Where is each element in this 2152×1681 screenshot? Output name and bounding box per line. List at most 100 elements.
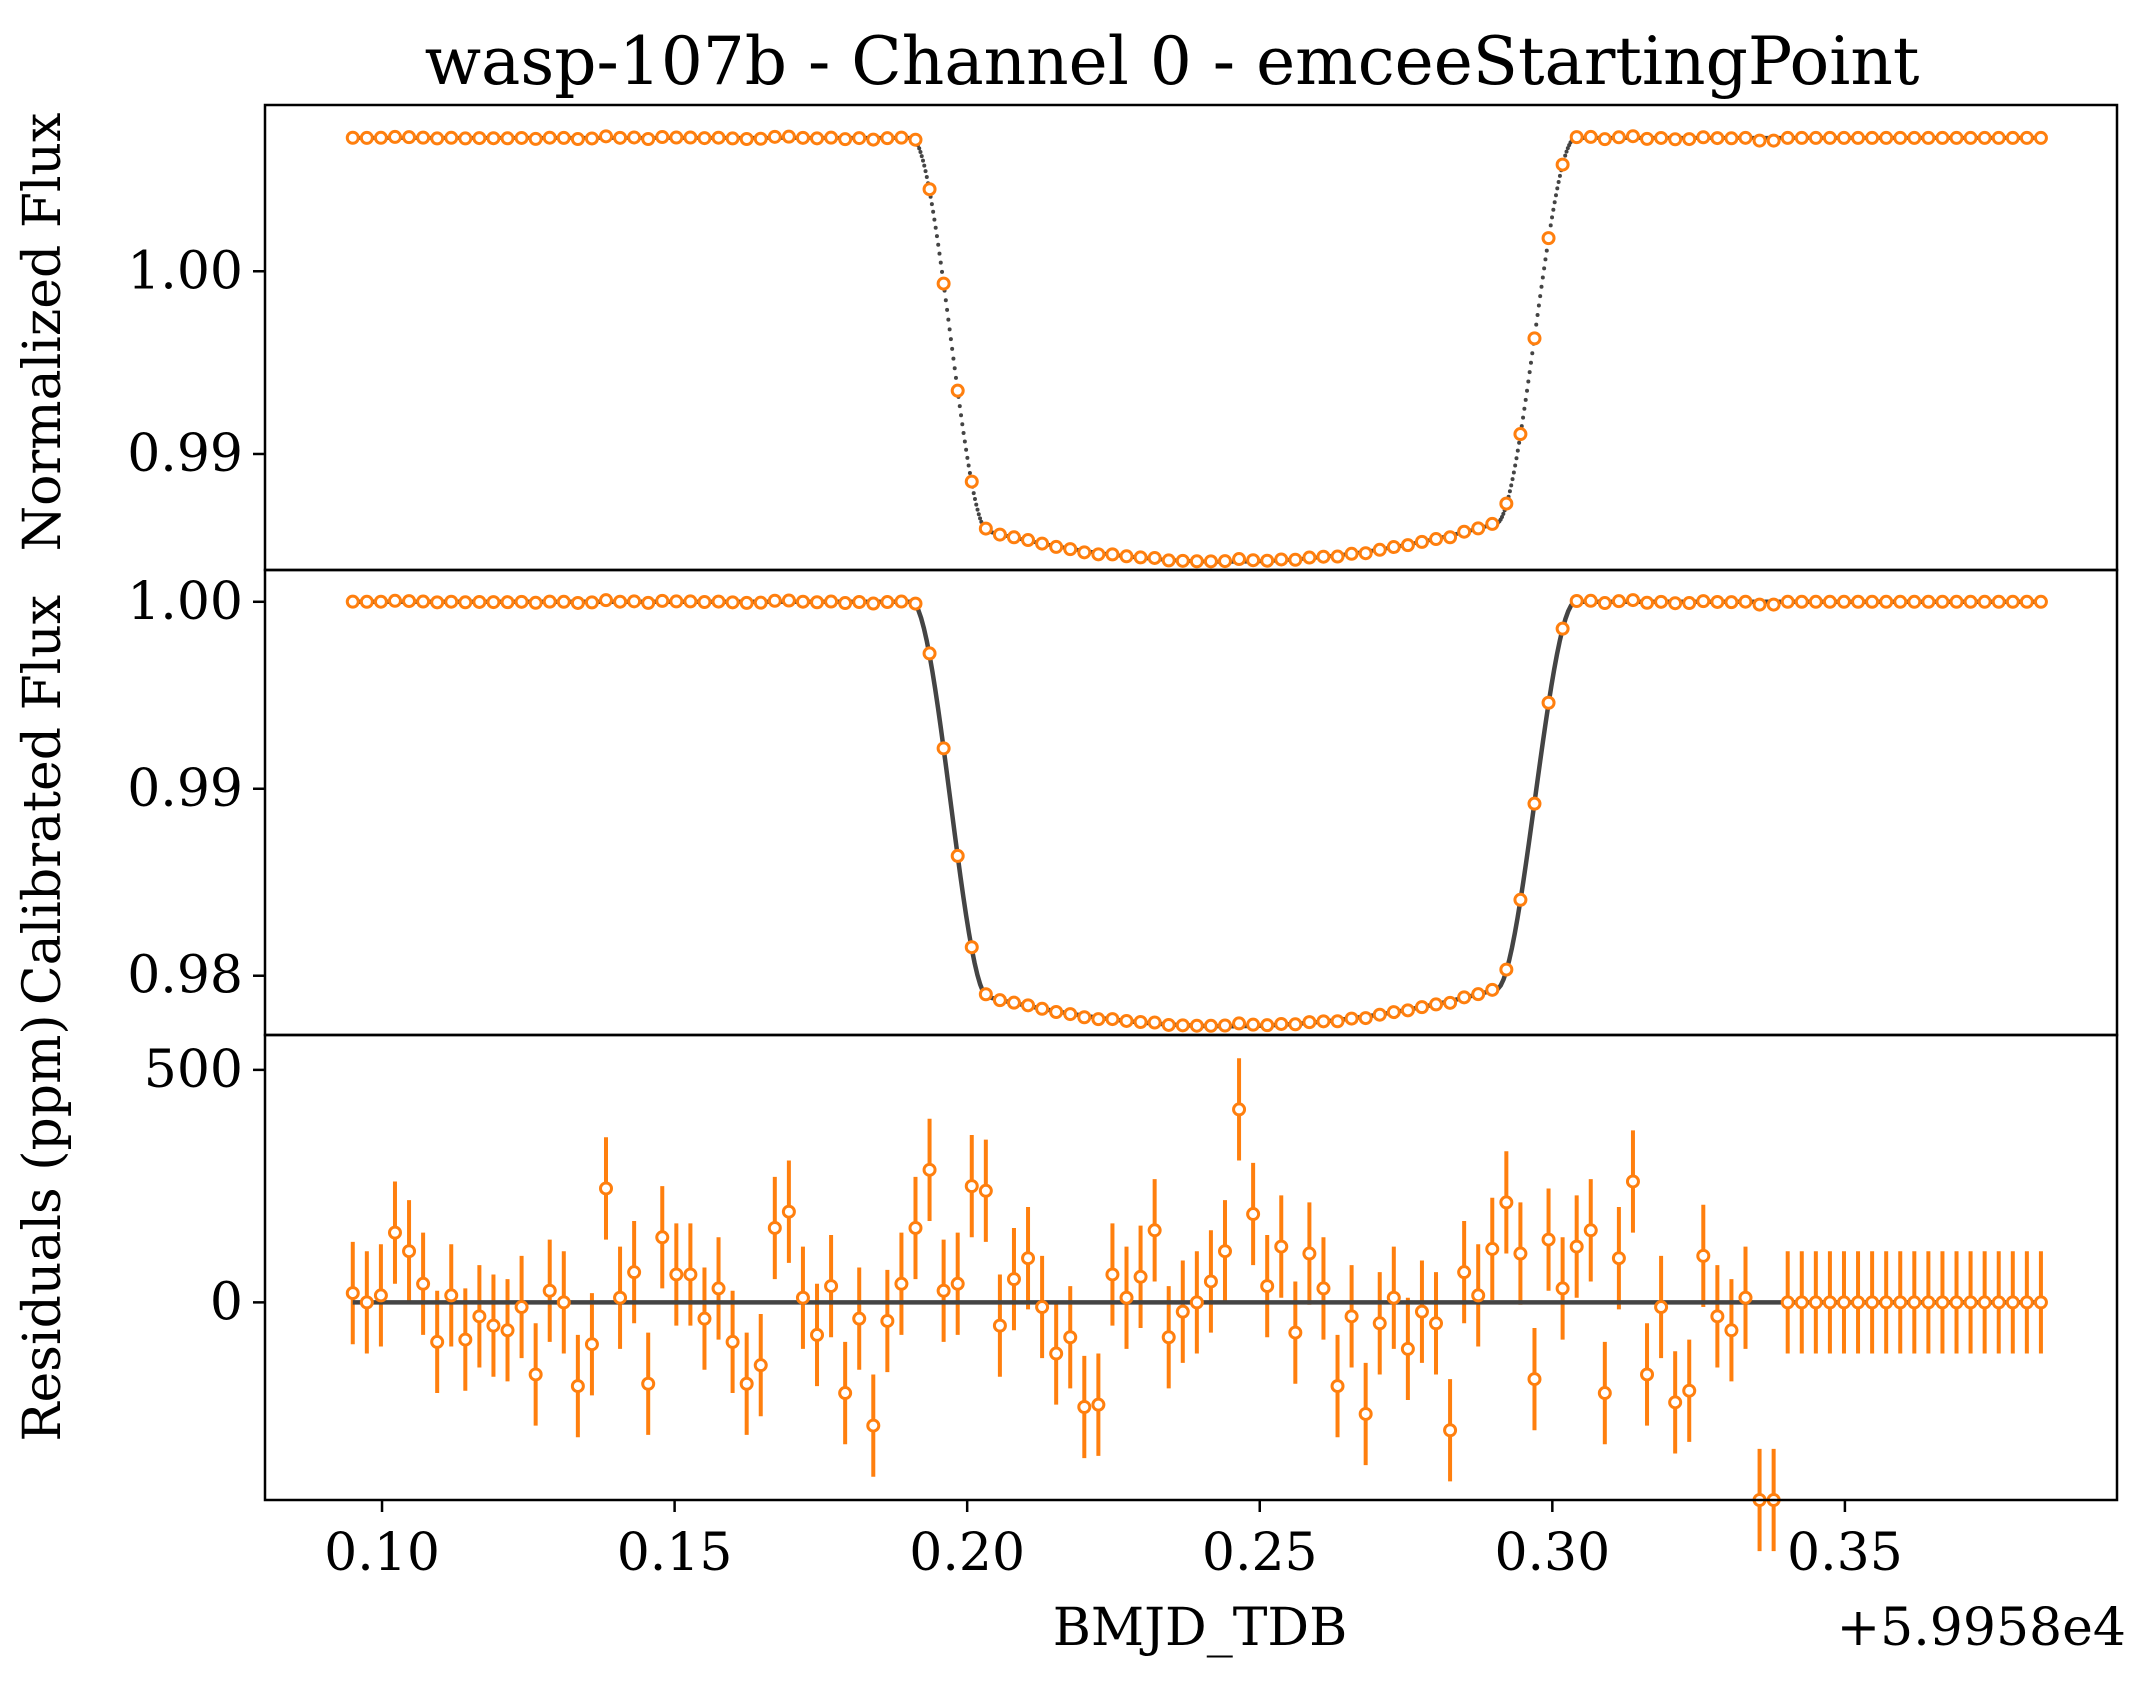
data-point [1499, 962, 1514, 977]
residual-point [458, 1332, 473, 1347]
residual-point [1119, 1290, 1134, 1305]
data-point [345, 130, 360, 145]
data-point [1203, 554, 1218, 569]
residual-point [1963, 1295, 1978, 1310]
data-point [880, 595, 895, 610]
data-point [1654, 130, 1669, 145]
data-point [1907, 130, 1922, 145]
data-point [1907, 594, 1922, 609]
residual-point [1668, 1395, 1683, 1410]
data-point [1555, 621, 1570, 636]
data-point [810, 595, 825, 610]
residual-point [430, 1334, 445, 1349]
residual-point [1274, 1239, 1289, 1254]
data-point [1105, 547, 1120, 562]
data-point [1668, 596, 1683, 611]
model-dot [917, 146, 922, 151]
data-point [838, 132, 853, 147]
data-point [1443, 530, 1458, 545]
model-dot [966, 463, 971, 468]
residual-point [472, 1309, 487, 1324]
data-point [1161, 553, 1176, 568]
data-point [683, 130, 698, 145]
model-dot [1564, 149, 1569, 154]
data-point [936, 741, 951, 756]
data-point [472, 131, 487, 146]
data-point [500, 131, 515, 146]
model-dot [945, 307, 950, 312]
data-point [753, 595, 768, 610]
data-point [1555, 157, 1570, 172]
data-point [1935, 594, 1950, 609]
data-point [599, 129, 613, 144]
data-point [1147, 550, 1162, 565]
model-dot [1538, 294, 1543, 299]
data-point [1780, 130, 1795, 145]
data-point [1414, 1000, 1429, 1015]
model-dot [971, 491, 976, 496]
data-point [613, 130, 628, 145]
residual-point [2019, 1295, 2034, 1310]
data-point [1851, 130, 1866, 145]
data-point [1625, 129, 1640, 144]
model-dot [961, 431, 966, 435]
data-point [1625, 593, 1640, 608]
data-point [922, 182, 937, 197]
data-point [1991, 594, 2006, 609]
data-point [430, 131, 445, 146]
model-dot [1563, 153, 1568, 158]
model-dot [1523, 397, 1528, 402]
residual-point [1133, 1269, 1148, 1284]
data-point [1203, 1018, 1218, 1033]
residual-point [1077, 1400, 1092, 1414]
data-point [1893, 594, 1908, 609]
data-point [613, 594, 628, 609]
data-point [402, 130, 417, 145]
data-point [1358, 546, 1373, 561]
data-point [1597, 596, 1612, 611]
data-point [1063, 1007, 1078, 1022]
model-dot [951, 356, 956, 361]
data-point [1358, 1011, 1373, 1026]
residual-point [1260, 1279, 1275, 1294]
x-axis-ticks: 0.10 0.15 0.20 0.25 0.30 0.35 [324, 1500, 1903, 1583]
residual-point [1414, 1304, 1429, 1319]
model-dot [938, 260, 943, 265]
data-point [908, 596, 923, 611]
data-point [1541, 231, 1556, 246]
residual-point [669, 1267, 684, 1282]
residual-point [1907, 1295, 1922, 1310]
data-point [1189, 554, 1204, 569]
data-point [1963, 130, 1978, 145]
calibrated-flux-panel: 0.98 0.99 1.00 [127, 572, 2048, 1033]
model-dot [1534, 322, 1539, 327]
data-point [430, 595, 445, 610]
model-dot [975, 507, 980, 512]
model-dot [1552, 200, 1557, 205]
data-point [767, 129, 782, 144]
data-point [472, 594, 487, 609]
data-point [1822, 594, 1837, 609]
residual-point [1246, 1207, 1261, 1222]
y-tick-label: 0.99 [127, 424, 243, 484]
model-dot [1507, 489, 1512, 494]
data-point [697, 595, 712, 610]
model-dot [959, 413, 964, 418]
data-point [2005, 594, 2020, 609]
data-point [1035, 1001, 1050, 1016]
data-point [950, 848, 965, 863]
data-point [655, 129, 670, 144]
y-axis-label-normalized: Normalized Flux [13, 113, 73, 552]
data-point [1457, 990, 1472, 1005]
data-point [500, 595, 515, 610]
data-point [584, 131, 599, 146]
model-dot [931, 209, 936, 214]
data-point [1569, 130, 1584, 145]
data-point [950, 383, 965, 398]
data-point [345, 594, 360, 609]
data-point [1372, 1007, 1387, 1022]
data-point [2019, 594, 2034, 609]
model-dot [1556, 179, 1561, 184]
data-point [1513, 892, 1528, 907]
data-point [1372, 542, 1387, 557]
